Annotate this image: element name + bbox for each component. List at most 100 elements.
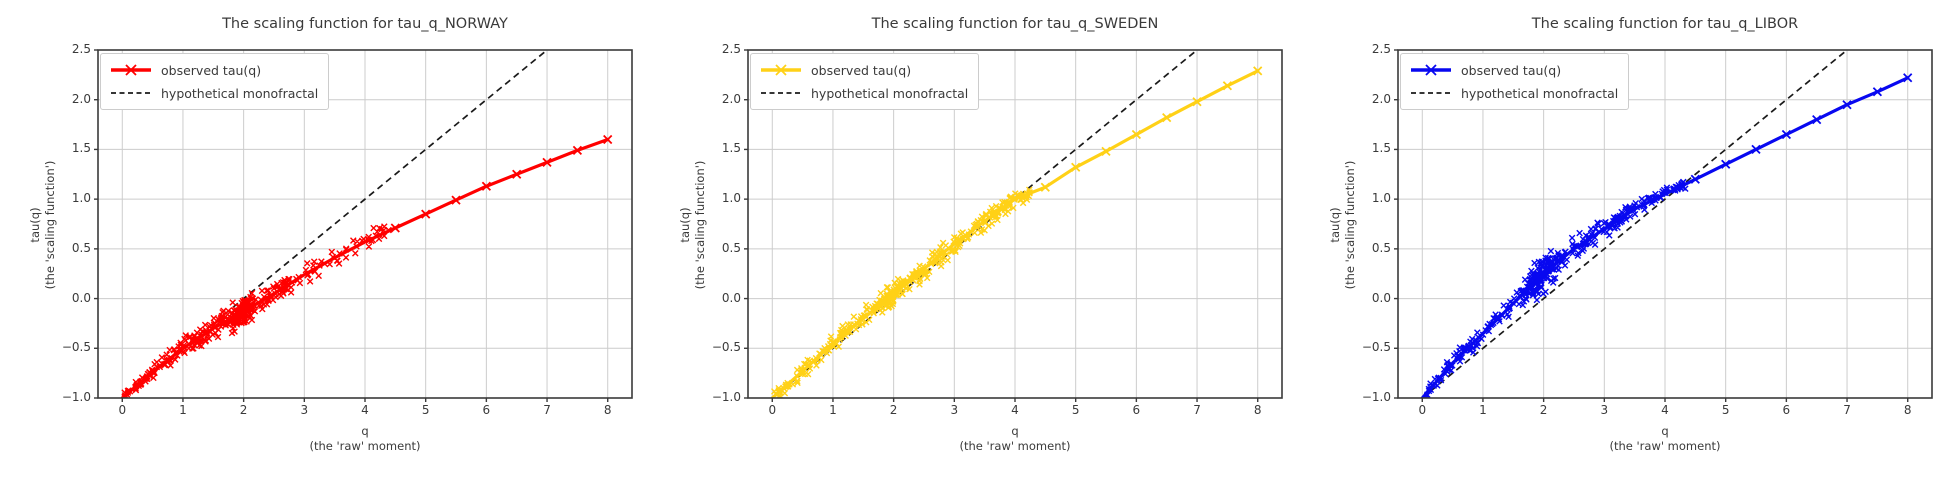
- observed-point-markers: [1040, 66, 1263, 192]
- y-axis-label-line2: (the 'scaling function'): [1343, 160, 1357, 290]
- x-tick-label: 6: [482, 403, 491, 417]
- subplot-sweden: The scaling function for tau_q_SWEDEN ta…: [650, 0, 1300, 495]
- observed-line-sample-icon: [761, 64, 801, 76]
- y-tick-label: −1.0: [61, 390, 91, 404]
- legend-monofractal-label: hypothetical monofractal: [161, 85, 319, 101]
- x-tick-label: 6: [1132, 403, 1141, 417]
- y-tick-label: 0.5: [721, 240, 741, 255]
- dashed-line-sample-icon: [761, 92, 801, 94]
- y-tick-label: 1.5: [721, 141, 741, 156]
- y-tick-label: −0.5: [711, 340, 741, 355]
- legend-observed-row: observed tau(q): [759, 60, 968, 80]
- y-tick-label: −1.0: [1361, 390, 1391, 404]
- x-tick-label: 2: [1539, 403, 1548, 417]
- observed-tau-line: [1420, 76, 1910, 398]
- x-tick-label: 3: [1600, 403, 1609, 417]
- y-tick-label: −1.0: [711, 390, 741, 404]
- x-axis-label: q (the 'raw' moment): [98, 424, 632, 454]
- x-axis-label: q (the 'raw' moment): [1398, 424, 1932, 454]
- x-tick-label: 5: [421, 403, 430, 417]
- legend-monofractal-row: hypothetical monofractal: [109, 83, 318, 103]
- y-tick-label: 2.5: [1371, 42, 1391, 56]
- y-tick-label: 2.0: [71, 91, 91, 106]
- y-tick-label: 2.5: [721, 42, 741, 56]
- x-axis-label: q (the 'raw' moment): [748, 424, 1282, 454]
- y-tick-label: 2.0: [721, 91, 741, 106]
- observed-scatter-markers: [771, 186, 1033, 398]
- observed-scatter-markers: [1422, 178, 1689, 398]
- legend-observed-label: observed tau(q): [811, 62, 912, 78]
- y-tick-label: 0.5: [71, 240, 91, 255]
- legend-monofractal-label: hypothetical monofractal: [811, 85, 969, 101]
- tick-marks: [94, 49, 609, 402]
- x-axis-label-line2: (the 'raw' moment): [959, 439, 1071, 453]
- x-tick-label: 4: [1661, 403, 1669, 417]
- observed-line-sample-icon: [1411, 64, 1451, 76]
- x-tick-label: 8: [1253, 403, 1262, 417]
- y-axis-label-line1: tau(q): [678, 207, 692, 243]
- chart-title: The scaling function for tau_q_LIBOR: [1531, 16, 1799, 32]
- legend-monofractal-label: hypothetical monofractal: [1461, 85, 1619, 101]
- dashed-line-sample-icon: [111, 92, 151, 94]
- legend-observed-row: observed tau(q): [109, 60, 318, 80]
- chart-title: The scaling function for tau_q_NORWAY: [222, 16, 508, 32]
- legend: observed tau(q) hypothetical monofractal: [1400, 53, 1630, 110]
- y-tick-label: 0.0: [721, 290, 741, 305]
- observed-point-markers: [1690, 73, 1913, 184]
- sweden-plot-area: [744, 49, 1283, 402]
- x-tick-label: 0: [118, 403, 127, 417]
- y-tick-label: 1.0: [721, 191, 741, 206]
- subplot-norway: The scaling function for tau_q_NORWAY ta…: [0, 0, 650, 495]
- y-axis-label: tau(q) (the 'scaling function'): [1328, 75, 1358, 375]
- x-tick-label: 0: [1418, 403, 1427, 417]
- y-axis-label-line2: (the 'scaling function'): [693, 160, 707, 290]
- x-tick-label: 6: [1782, 403, 1791, 417]
- y-tick-label: −0.5: [1361, 340, 1391, 355]
- chart-title: The scaling function for tau_q_SWEDEN: [871, 16, 1159, 32]
- y-tick-label: 1.0: [71, 191, 91, 206]
- legend: observed tau(q) hypothetical monofractal: [750, 53, 980, 110]
- y-tick-label: 2.5: [71, 42, 91, 56]
- x-tick-label: 7: [1843, 403, 1851, 417]
- legend-observed-label: observed tau(q): [161, 62, 262, 78]
- y-tick-label: 2.0: [1371, 91, 1391, 106]
- monofractal-dashed-line: [1421, 50, 1848, 398]
- x-tick-label: 4: [1011, 403, 1019, 417]
- x-tick-label: 2: [889, 403, 898, 417]
- libor-plot-area: [1394, 49, 1933, 402]
- legend-observed-label: observed tau(q): [1461, 62, 1562, 78]
- y-tick-label: −0.5: [61, 340, 91, 355]
- x-axis-label-line2: (the 'raw' moment): [309, 439, 421, 453]
- y-tick-label: 1.5: [71, 141, 91, 156]
- legend-monofractal-row: hypothetical monofractal: [1409, 83, 1618, 103]
- x-tick-label: 7: [543, 403, 551, 417]
- x-tick-label: 0: [768, 403, 777, 417]
- monofractal-dashed-line: [771, 50, 1198, 398]
- y-tick-label: 1.0: [1371, 191, 1391, 206]
- legend-monofractal-row: hypothetical monofractal: [759, 83, 968, 103]
- x-axis-label-line1: q: [361, 424, 369, 438]
- observed-tau-line: [770, 69, 1260, 398]
- x-axis-label-line1: q: [1661, 424, 1669, 438]
- x-axis-label-line1: q: [1011, 424, 1019, 438]
- y-axis-label: tau(q) (the 'scaling function'): [28, 75, 58, 375]
- dashed-line-sample-icon: [1411, 92, 1451, 94]
- x-tick-label: 1: [829, 403, 837, 417]
- observed-point-markers: [390, 134, 613, 233]
- y-axis-label-line2: (the 'scaling function'): [43, 160, 57, 290]
- y-tick-label: 0.5: [1371, 240, 1391, 255]
- x-tick-label: 1: [1479, 403, 1487, 417]
- x-tick-label: 8: [603, 403, 612, 417]
- y-tick-label: 0.0: [1371, 290, 1391, 305]
- y-axis-label-line1: tau(q): [1328, 207, 1342, 243]
- y-axis-label: tau(q) (the 'scaling function'): [678, 75, 708, 375]
- x-tick-label: 7: [1193, 403, 1201, 417]
- observed-tau-line: [120, 137, 610, 398]
- y-tick-label: 1.5: [1371, 141, 1391, 156]
- tick-marks: [744, 49, 1259, 402]
- x-tick-label: 4: [361, 403, 369, 417]
- x-tick-label: 3: [300, 403, 309, 417]
- subplot-libor: The scaling function for tau_q_LIBOR tau…: [1300, 0, 1950, 495]
- y-axis-label-line1: tau(q): [28, 207, 42, 243]
